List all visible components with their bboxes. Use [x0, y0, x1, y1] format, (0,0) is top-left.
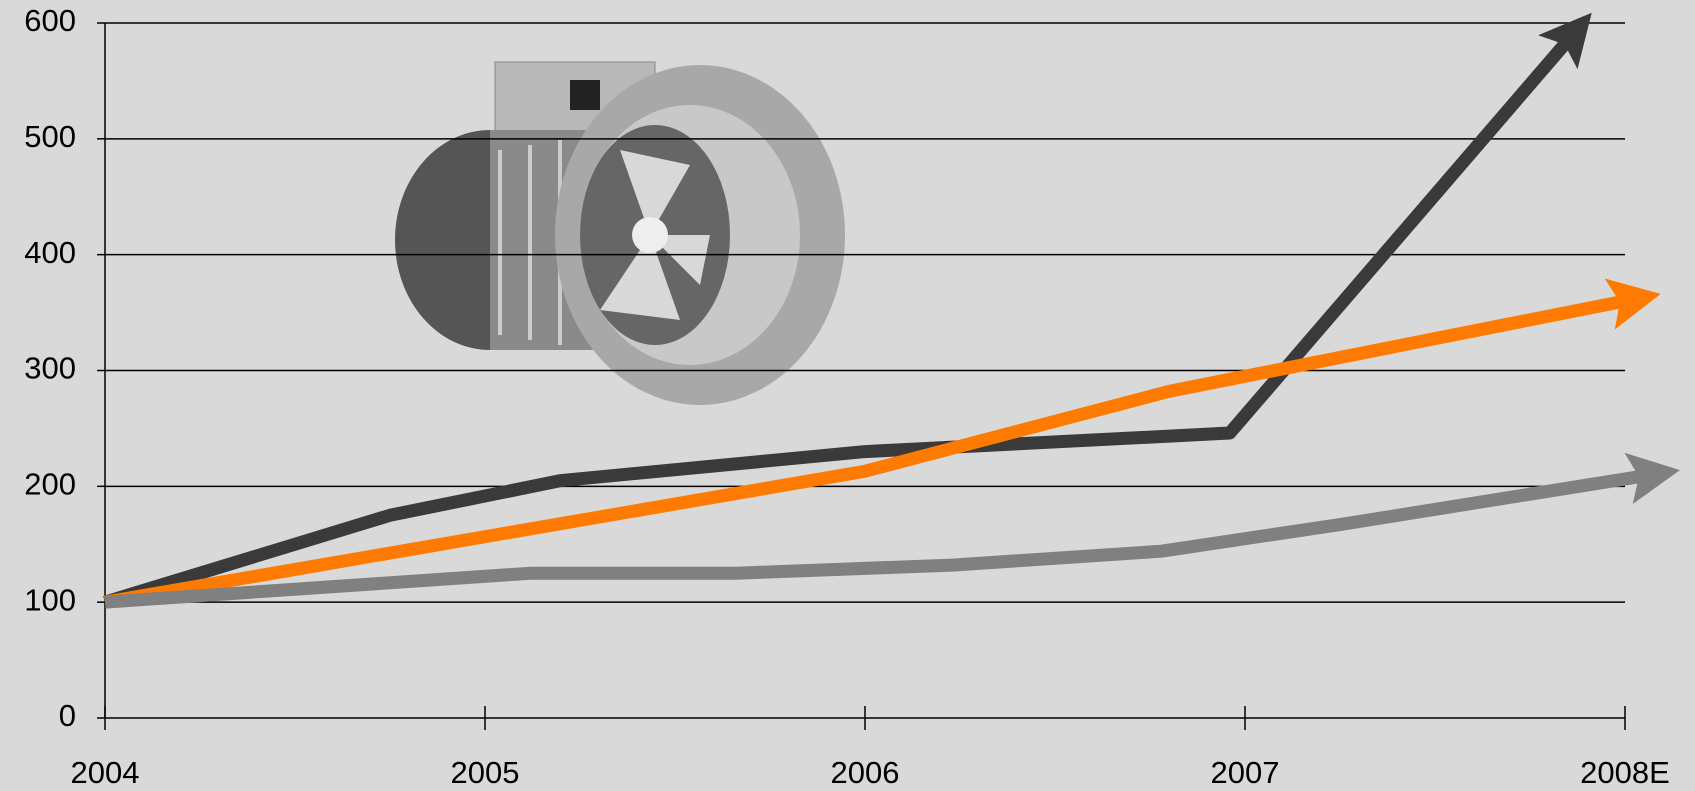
series-line [103, 278, 1661, 609]
x-tick-label: 2006 [831, 755, 900, 790]
x-tick-label: 2008E [1580, 755, 1670, 790]
x-tick-label: 2007 [1211, 755, 1280, 790]
y-tick-label: 600 [24, 3, 76, 38]
y-tick-label: 300 [24, 351, 76, 386]
y-tick-label: 0 [59, 698, 76, 733]
y-tick-label: 200 [24, 467, 76, 502]
y-tick-label: 500 [24, 119, 76, 154]
y-tick-label: 400 [24, 235, 76, 270]
x-tick-label: 2005 [451, 755, 520, 790]
y-tick-label: 100 [24, 582, 76, 617]
fan-illustration [395, 61, 845, 405]
series-line [104, 452, 1680, 609]
x-tick-label: 2004 [71, 755, 140, 790]
